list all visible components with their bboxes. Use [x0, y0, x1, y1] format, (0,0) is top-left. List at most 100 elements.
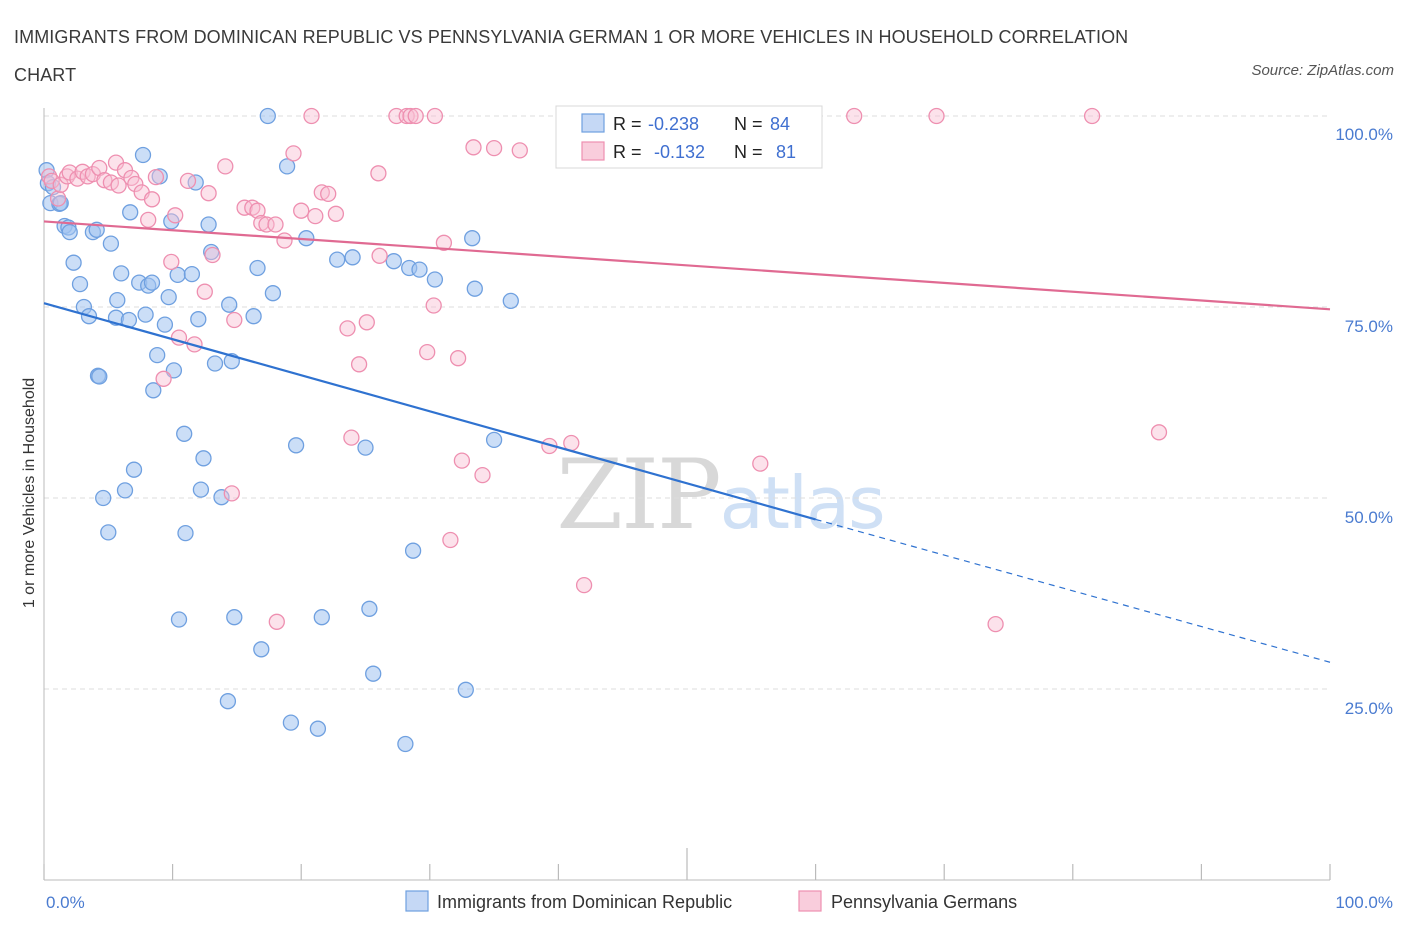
stats-r-label-blue: R =	[613, 114, 642, 134]
dominican-point-62	[282, 714, 300, 731]
chart-title: IMMIGRANTS FROM DOMINICAN REPUBLIC VS PE…	[14, 27, 1129, 85]
pa-german-point-81	[1150, 424, 1168, 441]
dominican-point-81	[485, 431, 503, 449]
pa-german-point-22	[155, 370, 172, 387]
dominican-point-26	[125, 461, 143, 478]
dominican-point-25	[122, 204, 139, 221]
dominican-point-76	[411, 261, 428, 278]
dominican-point-41	[177, 524, 194, 542]
pa-german-point-41	[276, 232, 293, 249]
y-tick-label-50: 50.0%	[1345, 508, 1393, 527]
dominican-point-51	[213, 489, 230, 506]
dominican-point-23	[116, 482, 134, 499]
dominican-point-8	[61, 223, 78, 241]
pa-german-point-3	[52, 176, 69, 193]
pa-german-point-53	[370, 165, 387, 182]
pa-german-point-1	[43, 172, 60, 190]
pa-german-point-28	[196, 283, 213, 300]
dominican-point-60	[264, 285, 282, 302]
pa-german-point-68	[485, 139, 503, 157]
dominican-point-69	[357, 439, 374, 456]
pa-german-point-66	[465, 139, 482, 156]
dominican-point-16	[91, 368, 108, 385]
trendline-dominican-extension	[815, 518, 1331, 663]
dominican-point-58	[253, 641, 270, 658]
legend-label-dominican: Immigrants from Dominican Republic	[437, 892, 732, 912]
dominican-point-68	[344, 249, 361, 266]
gridlines	[44, 115, 1330, 690]
dominican-point-17	[95, 489, 112, 507]
dominican-point-66	[313, 609, 330, 626]
dominican-point-61	[278, 158, 296, 175]
x-tick-label-100: 100.0%	[1335, 893, 1393, 912]
pa-german-point-67	[474, 466, 491, 484]
dominican-point-63	[287, 437, 305, 454]
pa-german-point-47	[320, 185, 337, 203]
stats-n-value-blue: 84	[770, 114, 790, 134]
pa-german-point-2	[49, 190, 67, 207]
dominican-point-71	[365, 665, 382, 682]
dominican-point-36	[160, 288, 177, 306]
dominican-point-29	[137, 306, 154, 323]
legend-label-pa-german: Pennsylvania Germans	[831, 892, 1017, 912]
dominican-point-67	[329, 251, 346, 268]
series-pa-german-points	[40, 107, 1168, 633]
dominican-point-40	[176, 425, 193, 442]
pa-german-point-42	[285, 145, 302, 162]
legend-swatch-pa-german	[798, 890, 822, 912]
dominican-point-77	[426, 271, 444, 288]
trendline-pa-german	[43, 220, 1331, 311]
dominican-point-9	[65, 254, 82, 271]
y-tick-label-25: 25.0%	[1345, 699, 1393, 718]
pa-german-point-48	[327, 205, 345, 222]
dominican-point-31	[143, 274, 161, 291]
pa-german-point-78	[928, 107, 945, 125]
dominican-point-48	[200, 216, 217, 233]
pa-german-point-39	[267, 216, 284, 233]
pa-german-point-62	[435, 234, 453, 251]
dominican-point-53	[221, 296, 238, 313]
pa-german-point-64	[449, 350, 467, 367]
pa-german-point-43	[293, 202, 310, 219]
dominican-point-57	[249, 259, 266, 277]
trendlines	[43, 220, 1331, 663]
pa-german-point-77	[846, 107, 863, 125]
pa-german-point-23	[163, 253, 180, 271]
bottom-legend: Immigrants from Dominican Republic Penns…	[405, 890, 1017, 912]
dominican-point-28	[134, 146, 152, 164]
pa-german-point-20	[143, 191, 161, 208]
pa-german-point-69	[511, 142, 528, 159]
y-axis-title: 1 or more Vehicles in Household	[21, 378, 38, 608]
pa-german-point-51	[350, 356, 368, 373]
dominican-point-45	[190, 311, 207, 328]
watermark-atlas: atlas	[720, 461, 884, 545]
pa-german-point-54	[371, 247, 388, 264]
pa-german-point-46	[313, 184, 330, 201]
pa-german-point-72	[575, 576, 593, 594]
pa-german-point-50	[343, 429, 360, 446]
dominican-point-79	[464, 230, 481, 247]
stats-n-value-pink: 81	[776, 142, 796, 162]
pa-german-point-52	[358, 314, 375, 331]
pa-german-point-21	[147, 168, 165, 186]
stats-r-value-blue: -0.238	[648, 114, 699, 134]
dominican-point-70	[361, 600, 378, 617]
pa-german-point-76	[752, 455, 769, 472]
dominican-point-73	[397, 735, 414, 753]
watermark: ZIPatlas	[556, 439, 883, 551]
pa-german-point-63	[442, 531, 459, 549]
dominican-point-42	[170, 611, 188, 628]
dominican-point-33	[149, 346, 166, 364]
pa-german-point-24	[167, 207, 184, 224]
stats-swatch-pink	[581, 141, 605, 161]
stats-legend-box: R = -0.238 N = 84 R = -0.132 N = 81	[555, 105, 823, 169]
source-label: Source: ZipAtlas.com	[1251, 62, 1394, 79]
dominican-point-19	[102, 235, 120, 252]
pa-german-point-57	[402, 107, 419, 125]
watermark-zip: ZIP	[556, 439, 719, 551]
legend-swatch-dominican	[405, 890, 429, 912]
pa-german-point-56	[398, 107, 415, 125]
dominican-point-47	[195, 450, 212, 467]
dominican-point-72	[385, 253, 402, 270]
pa-german-point-44	[303, 107, 320, 125]
